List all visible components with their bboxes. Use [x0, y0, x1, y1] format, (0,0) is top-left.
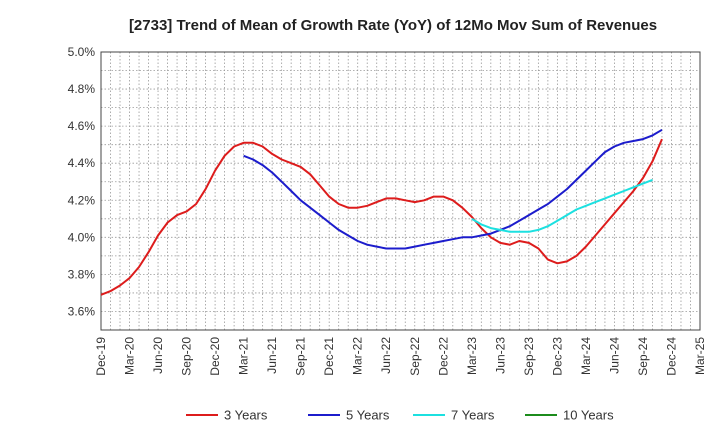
x-tick-label: Jun-22	[379, 337, 393, 374]
y-tick-label: 4.0%	[68, 230, 96, 244]
series-line-3-years	[100, 138, 663, 296]
grid	[101, 52, 700, 330]
x-tick-label: Mar-24	[579, 337, 593, 375]
y-tick-label: 3.8%	[68, 267, 96, 281]
x-tick-label: Dec-24	[664, 337, 678, 376]
x-tick-label: Dec-23	[550, 337, 564, 376]
x-tick-label: Mar-25	[693, 337, 707, 375]
x-tick-label: Jun-23	[493, 337, 507, 374]
y-tick-label: 4.2%	[68, 193, 96, 207]
x-tick-label: Mar-21	[237, 337, 251, 375]
x-tick-label: Mar-23	[465, 337, 479, 375]
x-axis-ticks: Dec-19 Mar-20 Jun-20 Sep-20 Dec-20 Mar-21 Jun-…	[94, 337, 707, 376]
y-tick-label: 3.6%	[68, 304, 96, 318]
chart-title: [2733] Trend of Mean of Growth Rate (YoY…	[129, 17, 657, 34]
legend-label: 3 Years	[224, 408, 268, 423]
x-tick-label: Dec-19	[94, 337, 108, 376]
series-line-5-years	[243, 128, 663, 250]
x-tick-label: Mar-20	[123, 337, 137, 375]
x-tick-label: Sep-23	[522, 337, 536, 376]
x-tick-label: Jun-21	[265, 337, 279, 374]
y-tick-label: 4.8%	[68, 82, 96, 96]
x-tick-label: Sep-24	[636, 337, 650, 376]
x-tick-label: Dec-22	[436, 337, 450, 376]
series-line-7-years	[471, 178, 653, 233]
x-tick-label: Sep-22	[408, 337, 422, 376]
y-tick-label: 4.6%	[68, 119, 96, 133]
x-tick-label: Sep-21	[294, 337, 308, 376]
y-tick-label: 5.0%	[68, 45, 96, 59]
legend-label: 5 Years	[346, 408, 390, 423]
x-tick-label: Jun-24	[607, 337, 621, 374]
x-tick-label: Dec-20	[208, 337, 222, 376]
legend-label: 7 Years	[451, 408, 495, 423]
legend-label: 10 Years	[563, 408, 614, 423]
series-lines	[100, 128, 663, 296]
x-tick-label: Dec-21	[322, 337, 336, 376]
y-axis-ticks: 3.6% 3.8% 4.0% 4.2% 4.4% 4.6% 4.8% 5.0%	[68, 45, 96, 318]
axes	[100, 51, 701, 331]
plot-frame	[100, 51, 701, 331]
x-tick-label: Mar-22	[351, 337, 365, 375]
x-tick-label: Sep-20	[180, 337, 194, 376]
y-tick-label: 4.4%	[68, 156, 96, 170]
x-tick-label: Jun-20	[151, 337, 165, 374]
legend: 3 Years 5 Years 7 Years 10 Years	[186, 408, 614, 423]
